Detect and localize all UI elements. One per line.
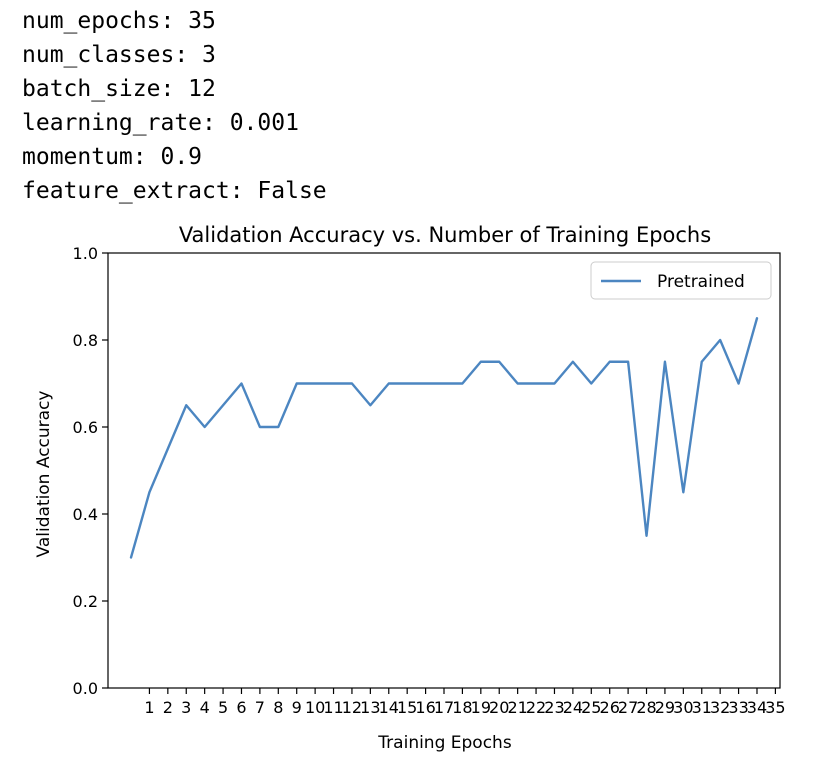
x-tick-label: 20	[489, 698, 509, 717]
x-tick-label: 34	[747, 698, 767, 717]
x-tick-label: 13	[360, 698, 380, 717]
y-tick-label: 1.0	[73, 244, 98, 263]
plot-frame	[107, 252, 781, 689]
config-num-classes: num_classes: 3	[22, 42, 216, 68]
x-tick-label: 30	[673, 698, 693, 717]
x-tick-label: 21	[507, 698, 527, 717]
config-num-epochs: num_epochs: 35	[22, 8, 216, 34]
x-tick-label: 26	[600, 698, 620, 717]
x-tick-label: 14	[379, 698, 399, 717]
chart-title: Validation Accuracy vs. Number of Traini…	[179, 223, 711, 247]
y-tick-label: 0.2	[73, 592, 98, 611]
legend: Pretrained	[590, 261, 772, 300]
x-tick-label: 28	[636, 698, 656, 717]
x-tick-label: 15	[397, 698, 417, 717]
x-tick-label: 1	[144, 698, 154, 717]
legend-label-pretrained: Pretrained	[657, 272, 745, 292]
x-tick-label: 27	[618, 698, 638, 717]
x-tick-label: 5	[218, 698, 228, 717]
x-tick-label: 12	[342, 698, 362, 717]
config-batch-size: batch_size: 12	[22, 76, 216, 102]
series-line-pretrained	[129, 317, 759, 559]
x-tick-label: 35	[765, 698, 785, 717]
x-tick-label: 3	[181, 698, 191, 717]
legend-box	[590, 261, 772, 300]
x-tick-label: 24	[563, 698, 583, 717]
y-tick-label: 0.4	[73, 505, 98, 524]
x-tick-label: 8	[273, 698, 283, 717]
y-axis-label: Validation Accuracy	[34, 391, 54, 558]
x-tick-label: 31	[692, 698, 712, 717]
x-tick-label: 6	[236, 698, 246, 717]
y-axis-ticks: 0.0 0.2 0.4 0.6 0.8 1.0	[73, 244, 108, 698]
x-axis-ticks: 1 2 3 4 5 6 7 8 9 1011121314151617181920212223242…	[144, 688, 786, 717]
x-tick-label: 33	[728, 698, 748, 717]
config-learning-rate: learning_rate: 0.001	[22, 110, 299, 136]
x-tick-label: 16	[415, 698, 435, 717]
config-momentum: momentum: 0.9	[22, 144, 203, 170]
y-tick-label: 0.8	[73, 331, 98, 350]
x-tick-label: 23	[544, 698, 564, 717]
y-tick-label: 0.0	[73, 679, 98, 698]
config-feature-extract: feature_extract: False	[22, 178, 327, 204]
x-tick-label: 10	[305, 698, 325, 717]
x-tick-label: 4	[200, 698, 210, 717]
x-tick-label: 7	[255, 698, 265, 717]
series-points	[131, 318, 757, 558]
x-tick-label: 19	[471, 698, 491, 717]
x-tick-label: 29	[655, 698, 675, 717]
x-tick-label: 25	[581, 698, 601, 717]
x-tick-label: 2	[163, 698, 173, 717]
y-tick-label: 0.6	[73, 418, 98, 437]
x-tick-label: 18	[452, 698, 472, 717]
x-tick-label: 17	[434, 698, 454, 717]
x-axis-label: Training Epochs	[377, 733, 512, 753]
x-tick-label: 32	[710, 698, 730, 717]
x-tick-label: 22	[526, 698, 546, 717]
x-tick-label: 9	[292, 698, 302, 717]
x-tick-label: 11	[323, 698, 343, 717]
config-block: num_epochs: 35 num_classes: 3 batch_size…	[22, 4, 327, 208]
